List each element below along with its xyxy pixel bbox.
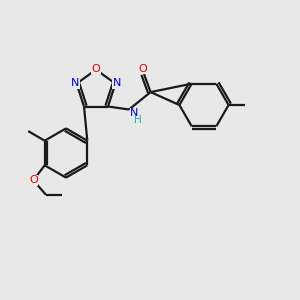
Text: O: O xyxy=(92,64,100,74)
Text: O: O xyxy=(29,175,38,185)
Text: N: N xyxy=(113,78,122,88)
Text: N: N xyxy=(70,78,79,88)
Text: N: N xyxy=(130,108,139,118)
Text: H: H xyxy=(134,115,142,125)
Text: O: O xyxy=(138,64,147,74)
